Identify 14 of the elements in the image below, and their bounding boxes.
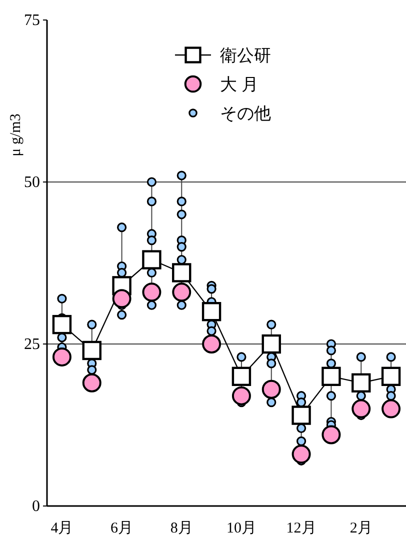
y-tick-label: 0 bbox=[32, 498, 40, 516]
legend-label: その他 bbox=[220, 104, 271, 123]
x-tick-label: 10月 bbox=[226, 520, 256, 537]
legend-label: 衛公研 bbox=[220, 46, 271, 65]
legend-label: 大 月 bbox=[220, 75, 258, 94]
y-tick-label: 50 bbox=[24, 174, 40, 192]
x-tick-label: 4月 bbox=[50, 520, 74, 537]
x-tick-label: 8月 bbox=[170, 520, 193, 537]
y-axis-title: μ g/m3 bbox=[8, 114, 24, 156]
y-tick-label: 75 bbox=[24, 12, 40, 30]
y-tick-label: 25 bbox=[24, 336, 40, 354]
x-tick-label: 2月 bbox=[350, 520, 372, 537]
x-tick-label: 12月 bbox=[286, 520, 316, 537]
x-tick-label: 6月 bbox=[110, 520, 134, 537]
